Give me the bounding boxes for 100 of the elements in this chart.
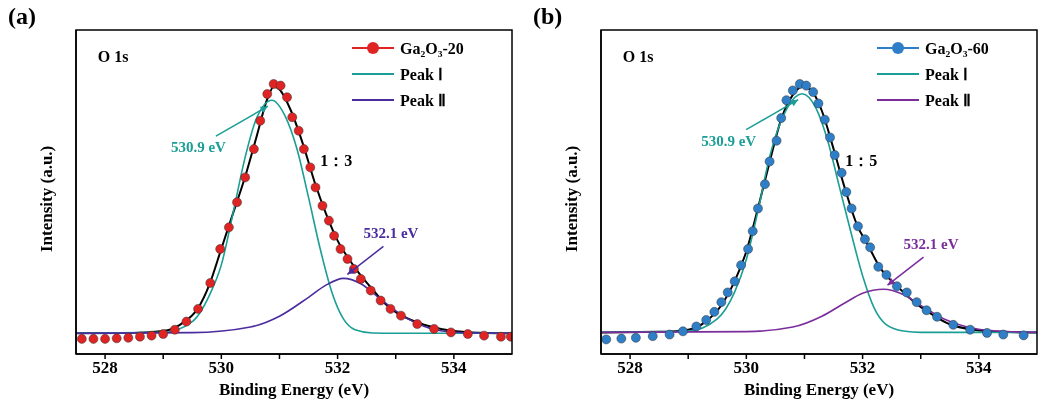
point [601, 334, 611, 345]
point [329, 230, 339, 241]
point [771, 135, 782, 146]
point [764, 156, 775, 167]
y-axis-title: Intensity (a.u.) [562, 145, 582, 252]
point [998, 329, 1009, 340]
point [722, 287, 733, 298]
point [691, 321, 702, 332]
point [135, 331, 145, 342]
point [146, 330, 157, 341]
point [396, 310, 406, 321]
text: O 1s [97, 48, 129, 66]
point [240, 172, 250, 183]
point [412, 319, 423, 329]
point [664, 329, 675, 340]
point [317, 201, 328, 211]
annotation: 532.1 eV [903, 236, 959, 253]
point [788, 85, 798, 96]
legend-label: Peak Ⅱ [925, 92, 971, 109]
legend-label: Ga₂O₃-60 [925, 40, 989, 57]
point [825, 132, 835, 143]
legend-label: Peak Ⅰ [400, 66, 443, 83]
point [647, 331, 658, 341]
point [808, 87, 818, 97]
point [356, 274, 366, 284]
x-tick-label: 534 [966, 358, 993, 378]
point [232, 197, 242, 208]
point [100, 334, 110, 344]
point [324, 215, 334, 226]
point [446, 327, 456, 338]
point [873, 262, 884, 272]
point [365, 285, 376, 296]
x-tick-label: 532 [849, 358, 876, 378]
point [753, 203, 763, 214]
point [948, 320, 959, 330]
point [820, 114, 830, 125]
annotation: 530.9 eV [701, 132, 757, 149]
x-axis-title: Binding Energy (eV) [218, 380, 370, 399]
x-tick-label: 528 [92, 358, 118, 378]
point [123, 333, 134, 343]
legend-label: Peak Ⅰ [925, 66, 968, 83]
annotation: 1：5 [845, 152, 878, 170]
point [463, 329, 473, 339]
point [860, 234, 870, 245]
point [846, 203, 857, 214]
point [385, 304, 396, 314]
point [255, 115, 266, 126]
point [631, 333, 641, 343]
point [892, 281, 902, 291]
point [781, 95, 792, 105]
legend-label: Ga₂O₃-20 [400, 40, 464, 57]
point [678, 326, 688, 337]
point [375, 295, 386, 306]
chart-title: (a) [8, 3, 36, 29]
point [282, 92, 292, 102]
point [841, 187, 852, 197]
point [853, 221, 863, 232]
point [193, 304, 203, 314]
point [224, 222, 234, 233]
point [736, 260, 746, 270]
chart-title: (b) [533, 3, 563, 29]
annotation: 530.9 eV [170, 139, 227, 156]
point [836, 168, 847, 178]
point [299, 144, 309, 154]
point [743, 244, 753, 254]
point [293, 125, 304, 136]
y-axis-title: Intensity (a.u.) [37, 145, 57, 252]
point [1018, 330, 1029, 341]
point [760, 179, 770, 189]
point [716, 297, 727, 307]
point [881, 270, 892, 280]
point [88, 334, 99, 344]
annotation: 1：3 [320, 152, 353, 170]
point [181, 316, 192, 327]
point [262, 89, 273, 99]
point [111, 333, 122, 344]
point [170, 324, 180, 335]
x-tick-label: 530 [733, 358, 760, 378]
text: O 1s [622, 48, 654, 66]
point [982, 328, 992, 338]
x-tick-label: 528 [617, 358, 643, 378]
x-axis-title: Binding Energy (eV) [743, 380, 895, 399]
point [902, 287, 912, 298]
point [932, 311, 942, 322]
point [305, 162, 316, 173]
point [429, 324, 439, 334]
point [701, 315, 711, 325]
point [911, 297, 922, 307]
point [215, 244, 225, 254]
point [158, 329, 168, 339]
legend-label: Peak Ⅱ [400, 92, 446, 109]
point [616, 333, 627, 344]
point [776, 113, 786, 123]
point [335, 244, 346, 254]
point [275, 80, 286, 91]
x-tick-label: 532 [324, 358, 351, 378]
point [865, 242, 875, 253]
point [205, 278, 216, 288]
point [829, 150, 840, 160]
point [747, 226, 758, 236]
